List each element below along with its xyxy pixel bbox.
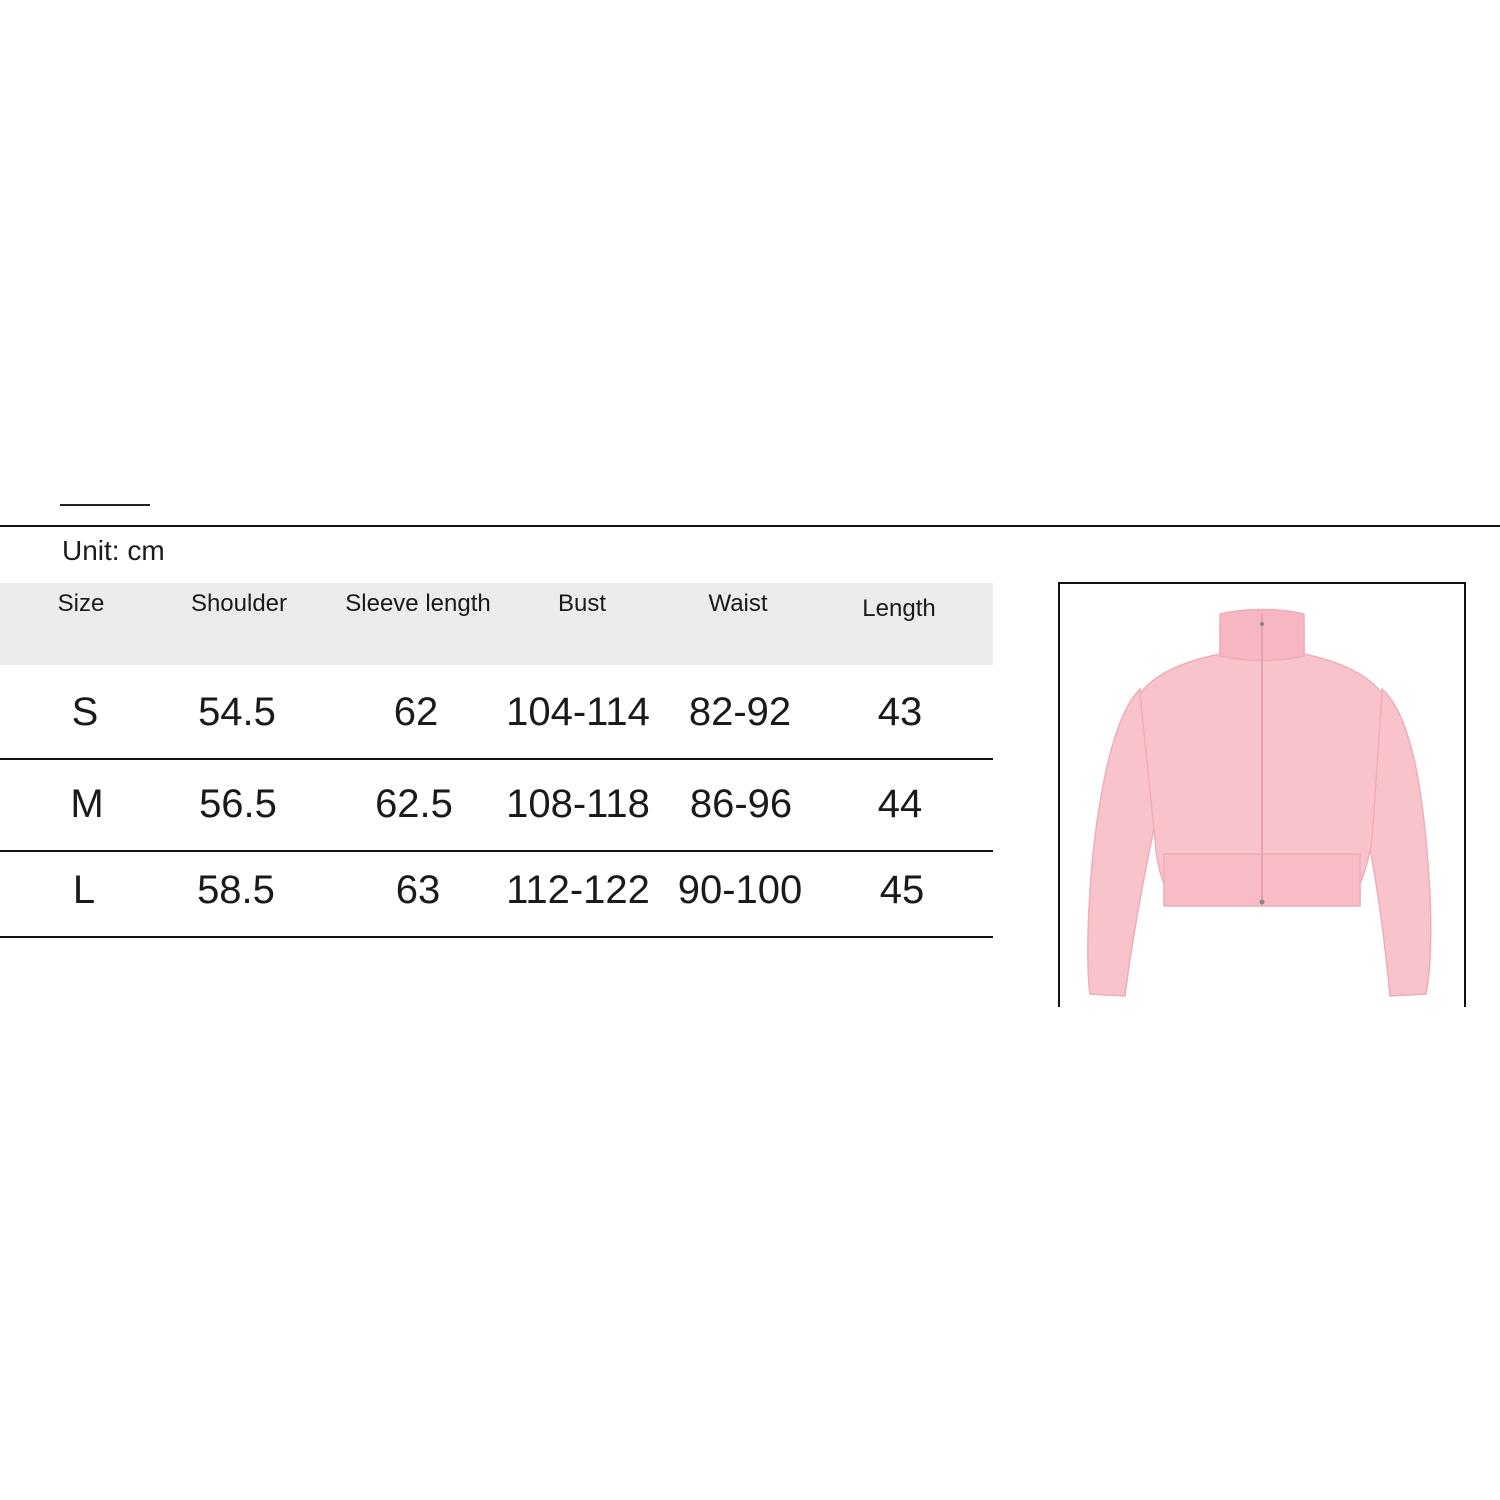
product-photo <box>1058 582 1466 1007</box>
cell-waist: 86-96 <box>689 782 793 826</box>
row-divider <box>0 850 993 852</box>
cell-length: 43 <box>877 690 923 734</box>
cell-shoulder: 58.5 <box>197 868 275 912</box>
header-sleeve-length: Sleeve length <box>345 590 491 617</box>
top-divider <box>0 525 1500 527</box>
table-header-band <box>0 583 993 665</box>
header-waist: Waist <box>708 590 768 617</box>
cell-bust: 108-118 <box>506 782 650 826</box>
table-bottom-rule <box>0 936 993 938</box>
cell-waist: 90-100 <box>677 868 803 912</box>
cell-length: 44 <box>877 782 923 826</box>
decorative-line <box>60 504 150 506</box>
cell-size: S <box>71 690 99 734</box>
cell-shoulder: 56.5 <box>199 782 277 826</box>
row-divider <box>0 758 993 760</box>
cell-length: 45 <box>879 868 925 912</box>
cell-size: M <box>70 782 104 826</box>
header-size: Size <box>57 590 105 617</box>
cell-sleeve-length: 62.5 <box>375 782 453 826</box>
header-length: Length <box>862 595 936 622</box>
cell-sleeve-length: 63 <box>395 868 441 912</box>
cell-size: L <box>72 868 96 912</box>
cell-bust: 104-114 <box>506 690 650 734</box>
unit-label: Unit: cm <box>62 535 165 566</box>
cell-sleeve-length: 62 <box>393 690 439 734</box>
cell-bust: 112-122 <box>506 868 650 912</box>
header-bust: Bust <box>557 590 607 617</box>
header-shoulder: Shoulder <box>190 590 288 617</box>
cell-shoulder: 54.5 <box>198 690 276 734</box>
cell-waist: 82-92 <box>688 690 792 734</box>
jacket-illustration <box>1087 608 1432 997</box>
